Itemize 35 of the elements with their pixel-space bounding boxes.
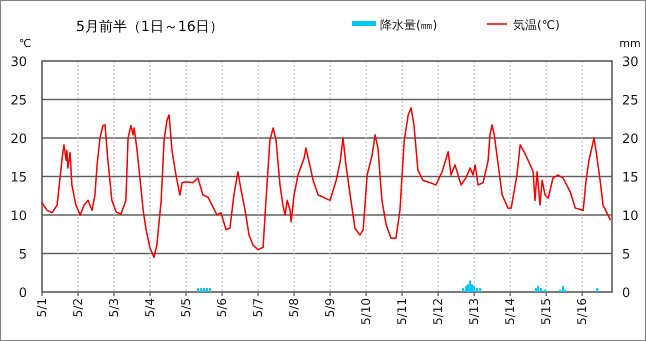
y-axis-title: ℃ bbox=[18, 37, 32, 50]
y2-tick-label: 10 bbox=[622, 209, 639, 224]
y2-tick-label: 15 bbox=[622, 170, 639, 186]
x-tick-label: 5/8 bbox=[287, 298, 302, 318]
x-tick-label: 5/2 bbox=[71, 298, 86, 318]
legend-label: 気温(℃) bbox=[513, 18, 560, 32]
y-tick-label: 5 bbox=[18, 248, 27, 262]
x-tick-label: 5/13 bbox=[467, 298, 482, 325]
x-tick-label: 5/7 bbox=[251, 298, 266, 318]
y-tick-label: 25 bbox=[10, 94, 27, 108]
x-tick-label: 5/15 bbox=[539, 298, 554, 325]
x-tick-label: 5/10 bbox=[359, 298, 374, 325]
y2-tick-label: 5 bbox=[622, 248, 630, 262]
y-tick-label: 20 bbox=[10, 132, 27, 147]
x-tick-label: 5/16 bbox=[575, 298, 590, 325]
x-tick-label: 5/5 bbox=[179, 298, 194, 318]
x-tick-label: 5/11 bbox=[395, 298, 410, 325]
y2-tick-label: 20 bbox=[622, 132, 639, 147]
x-tick-label: 5/14 bbox=[503, 298, 518, 325]
y2-tick-label: 0 bbox=[622, 286, 630, 301]
x-tick-label: 5/4 bbox=[143, 298, 158, 318]
legend-label: 降水量(㎜) bbox=[380, 18, 438, 32]
x-tick-label: 5/9 bbox=[323, 298, 338, 318]
x-tick-label: 5/3 bbox=[107, 298, 122, 318]
y-tick-label: 10 bbox=[10, 209, 27, 224]
y2-tick-label: 30 bbox=[622, 55, 639, 70]
y2-axis-title: mm bbox=[619, 37, 641, 50]
y2-tick-label: 25 bbox=[622, 94, 639, 108]
x-tick-label: 5/1 bbox=[35, 298, 49, 318]
y-tick-label: 15 bbox=[10, 170, 27, 186]
x-tick-label: 5/12 bbox=[431, 298, 446, 325]
chart-title: 5月前半（1日～16日） bbox=[76, 19, 224, 35]
y-tick-label: 0 bbox=[18, 286, 27, 301]
y-tick-label: 30 bbox=[10, 55, 27, 70]
x-tick-label: 5/6 bbox=[215, 298, 230, 318]
